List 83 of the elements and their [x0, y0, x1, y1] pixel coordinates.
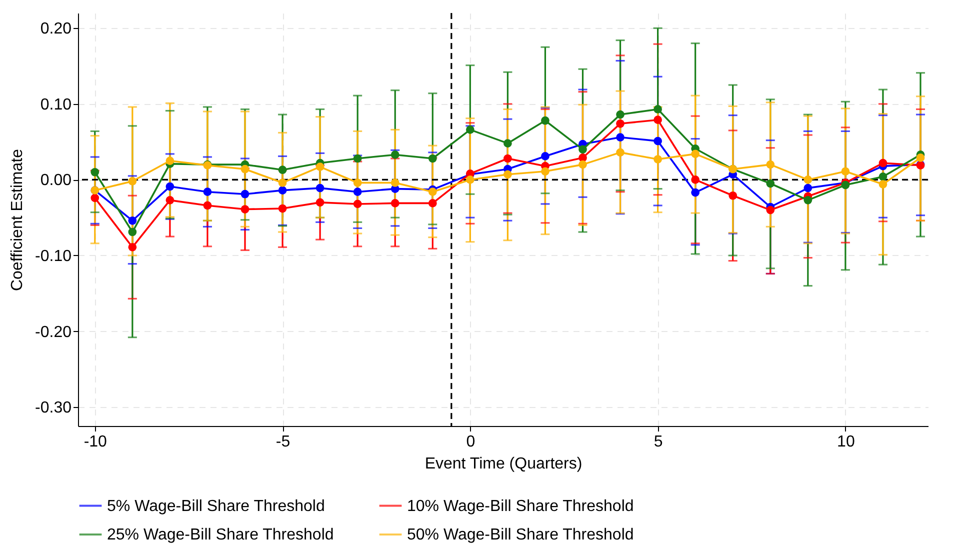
- point: [616, 110, 624, 119]
- point: [616, 119, 624, 128]
- point: [691, 150, 700, 158]
- point: [654, 136, 662, 146]
- y-tick-label: 0.20: [40, 20, 72, 38]
- y-tick-label: -0.10: [35, 248, 72, 265]
- point: [691, 188, 700, 197]
- point: [578, 145, 587, 154]
- point: [504, 139, 512, 148]
- point: [766, 179, 775, 188]
- point: [90, 168, 100, 176]
- y-tick-label: 0.00: [40, 172, 72, 190]
- x-tick-label: -10: [84, 434, 108, 450]
- point: [841, 180, 850, 190]
- point: [804, 196, 812, 204]
- point: [841, 167, 850, 176]
- point: [428, 199, 437, 208]
- y-axis-title: Coefficient Estimate: [9, 148, 26, 291]
- point: [654, 116, 662, 124]
- y-tick-label: 0.10: [40, 96, 72, 114]
- point: [353, 200, 362, 208]
- x-tick-label: 5: [654, 434, 663, 450]
- point: [504, 170, 512, 179]
- point: [728, 191, 738, 200]
- point: [878, 172, 888, 181]
- point: [616, 148, 624, 157]
- point: [578, 154, 587, 162]
- point: [390, 150, 400, 159]
- point: [128, 242, 137, 252]
- legend-label: 50% Wage-Bill Share Threshold: [407, 526, 634, 544]
- x-tick-label: 10: [837, 434, 855, 450]
- point: [541, 167, 550, 176]
- point: [316, 184, 324, 192]
- point: [353, 178, 362, 187]
- point: [240, 205, 250, 214]
- point: [804, 176, 812, 184]
- point: [278, 204, 287, 213]
- point: [578, 160, 587, 169]
- legend-label: 10% Wage-Bill Share Threshold: [407, 498, 634, 515]
- point: [278, 166, 287, 174]
- legend-label: 25% Wage-Bill Share Threshold: [107, 526, 334, 544]
- point: [878, 180, 888, 188]
- point: [240, 190, 250, 198]
- legend-label: 5% Wage-Bill Share Threshold: [107, 498, 325, 515]
- point: [691, 176, 700, 184]
- point: [128, 216, 137, 225]
- point: [278, 178, 287, 187]
- point: [878, 158, 888, 168]
- point: [353, 188, 362, 196]
- point: [390, 199, 400, 208]
- x-tick-label: 0: [466, 434, 476, 450]
- point: [766, 206, 775, 214]
- point: [90, 194, 100, 202]
- point: [166, 156, 174, 165]
- point: [428, 188, 437, 196]
- point: [240, 164, 250, 174]
- point: [203, 188, 212, 196]
- point: [428, 154, 437, 163]
- point: [804, 184, 812, 192]
- x-axis-title: Event Time (Quarters): [424, 456, 582, 472]
- point: [203, 201, 212, 210]
- point: [616, 133, 624, 142]
- y-tick-label: -0.20: [35, 324, 72, 341]
- point: [278, 186, 287, 194]
- x-tick-label: -5: [276, 434, 290, 450]
- point: [654, 105, 662, 114]
- point: [466, 176, 474, 184]
- point: [128, 177, 137, 186]
- point: [466, 126, 474, 134]
- point: [166, 196, 174, 204]
- point: [353, 154, 362, 163]
- point: [316, 198, 324, 207]
- point: [541, 152, 550, 160]
- point: [390, 178, 400, 187]
- point: [504, 154, 512, 163]
- point: [916, 154, 925, 162]
- point: [316, 162, 324, 172]
- y-tick-label: -0.30: [35, 400, 72, 417]
- point: [541, 116, 550, 125]
- point: [128, 228, 137, 236]
- point: [166, 182, 174, 191]
- point: [766, 160, 775, 169]
- point: [654, 155, 662, 164]
